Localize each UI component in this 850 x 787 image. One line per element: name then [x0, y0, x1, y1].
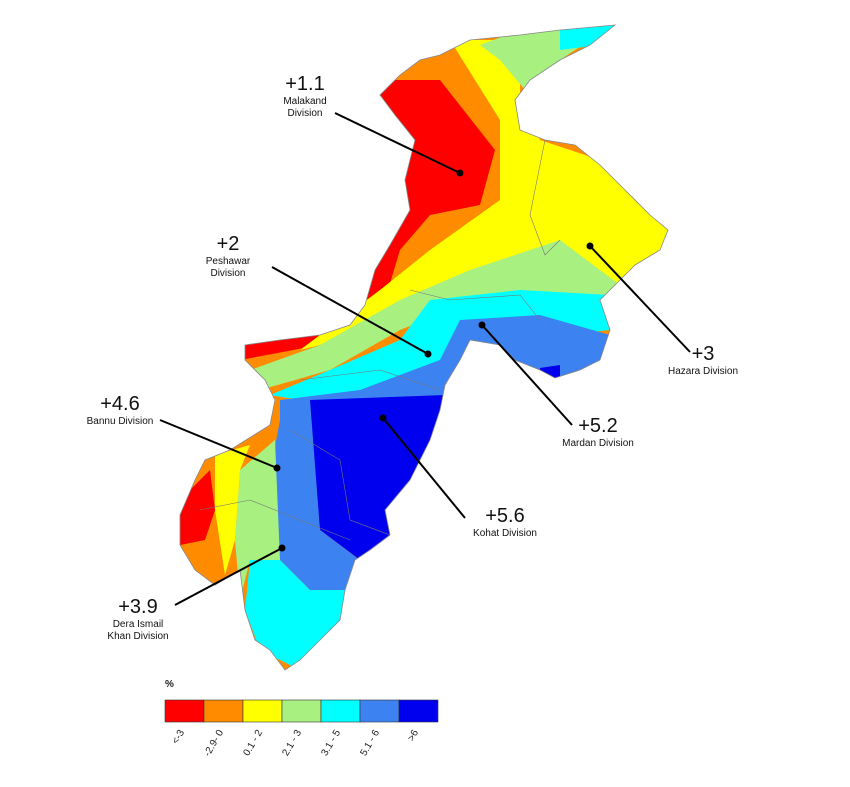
zone — [240, 80, 495, 360]
legend-swatch — [320, 699, 361, 723]
annotation-name: Khan Division — [107, 631, 168, 642]
annotation-value: +5.6 — [485, 505, 524, 527]
zone — [300, 40, 668, 350]
division-boundaries — [199, 139, 561, 541]
legend-unit: % — [165, 679, 174, 690]
legend-label: 2.1 - 3 — [280, 728, 304, 758]
leader-line — [271, 266, 429, 355]
annotation-value: +2 — [217, 233, 240, 255]
legend-label: -2.9- 0 — [202, 728, 226, 759]
annotation-value: +1.1 — [285, 73, 324, 95]
annotation-name: Malakand — [283, 96, 326, 107]
annotation-value: +4.6 — [100, 393, 139, 415]
annotation-value: +3 — [692, 343, 715, 365]
leader-dot — [278, 544, 286, 552]
legend-label: 3.1 - 5 — [319, 728, 343, 758]
legend-label: >6 — [406, 728, 421, 744]
zone — [310, 395, 445, 560]
zone — [215, 445, 250, 575]
leader-dot — [379, 414, 387, 422]
zone — [265, 400, 360, 590]
annotations: +1.1MalakandDivision+2PeshawarDivision+3… — [87, 73, 738, 642]
zone — [180, 470, 215, 545]
legend-label: <-3 — [170, 728, 187, 747]
leader-dot — [478, 321, 486, 329]
leader-line — [174, 547, 283, 606]
annotation-value: +5.2 — [578, 415, 617, 437]
annotation-name: Hazara Division — [668, 366, 738, 377]
legend-swatch — [359, 699, 400, 723]
leader-dot — [586, 242, 594, 250]
legend-swatch — [203, 699, 244, 723]
zone — [235, 440, 280, 600]
province-outline — [179, 24, 669, 671]
zone — [280, 315, 610, 420]
annotation-name: Division — [287, 108, 322, 119]
legend-swatch — [164, 699, 205, 723]
annotation-value: +3.9 — [118, 596, 157, 618]
legend-label: 5.1 - 6 — [358, 728, 382, 758]
leader-line — [589, 245, 691, 353]
annotation-name: Mardan Division — [562, 438, 634, 449]
annotation-name: Bannu Division — [87, 416, 154, 427]
legend-label: 0.1 - 2 — [241, 728, 265, 758]
leader-dot — [273, 464, 281, 472]
legend: % <-3 -2.9- 0 0.1 - 2 2.1 - 3 3.1 - 5 5.1 - 6… — [164, 679, 439, 759]
annotation-name: Division — [210, 268, 245, 279]
annotation-name: Peshawar — [206, 256, 251, 267]
choropleth — [180, 25, 668, 670]
annotation-name: Dera Ismail — [113, 619, 164, 630]
annotation-name: Kohat Division — [473, 528, 537, 539]
leader-dot — [424, 350, 432, 358]
legend-swatch — [281, 699, 322, 723]
leader-line — [481, 324, 573, 426]
legend-swatch — [398, 699, 439, 723]
leader-line — [382, 417, 466, 519]
leader-dot — [456, 169, 464, 177]
leader-line — [334, 112, 461, 174]
legend-swatch — [242, 699, 283, 723]
zone — [560, 25, 640, 50]
leader-line — [159, 419, 278, 469]
